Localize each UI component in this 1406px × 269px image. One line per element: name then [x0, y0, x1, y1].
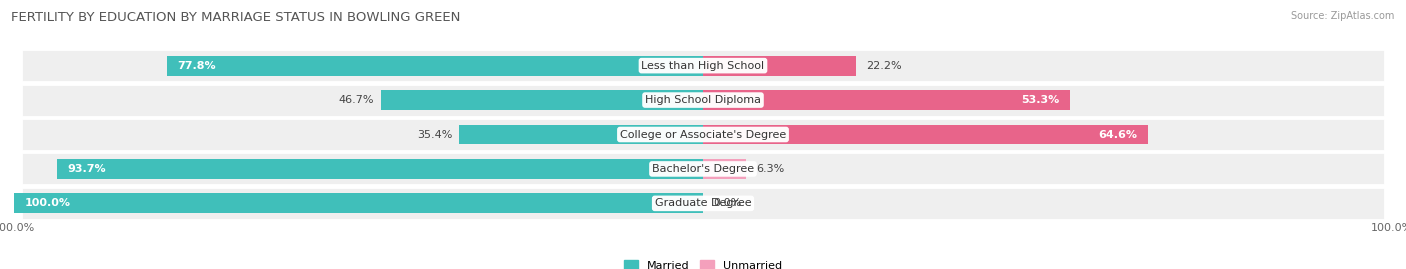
- Text: Bachelor's Degree: Bachelor's Degree: [652, 164, 754, 174]
- Bar: [21, 153, 1385, 185]
- Text: 35.4%: 35.4%: [416, 129, 453, 140]
- Text: 53.3%: 53.3%: [1022, 95, 1060, 105]
- Text: Less than High School: Less than High School: [641, 61, 765, 71]
- Bar: [703, 125, 1149, 144]
- Text: 46.7%: 46.7%: [339, 95, 374, 105]
- Text: 93.7%: 93.7%: [67, 164, 107, 174]
- Legend: Married, Unmarried: Married, Unmarried: [620, 256, 786, 269]
- Text: 77.8%: 77.8%: [177, 61, 217, 71]
- Text: College or Associate's Degree: College or Associate's Degree: [620, 129, 786, 140]
- Text: 64.6%: 64.6%: [1098, 129, 1137, 140]
- Text: FERTILITY BY EDUCATION BY MARRIAGE STATUS IN BOWLING GREEN: FERTILITY BY EDUCATION BY MARRIAGE STATU…: [11, 11, 461, 24]
- Text: 100.0%: 100.0%: [24, 198, 70, 208]
- Bar: [58, 159, 703, 179]
- Bar: [381, 90, 703, 110]
- Text: High School Diploma: High School Diploma: [645, 95, 761, 105]
- Bar: [167, 56, 703, 76]
- Text: 6.3%: 6.3%: [756, 164, 785, 174]
- Bar: [703, 90, 1070, 110]
- Text: Source: ZipAtlas.com: Source: ZipAtlas.com: [1291, 11, 1395, 21]
- Bar: [21, 84, 1385, 116]
- Bar: [703, 159, 747, 179]
- Bar: [703, 56, 856, 76]
- Bar: [460, 125, 703, 144]
- Bar: [21, 187, 1385, 220]
- Text: 0.0%: 0.0%: [713, 198, 741, 208]
- Text: Graduate Degree: Graduate Degree: [655, 198, 751, 208]
- Bar: [21, 49, 1385, 82]
- Bar: [14, 193, 703, 213]
- Bar: [21, 118, 1385, 151]
- Text: 22.2%: 22.2%: [866, 61, 901, 71]
